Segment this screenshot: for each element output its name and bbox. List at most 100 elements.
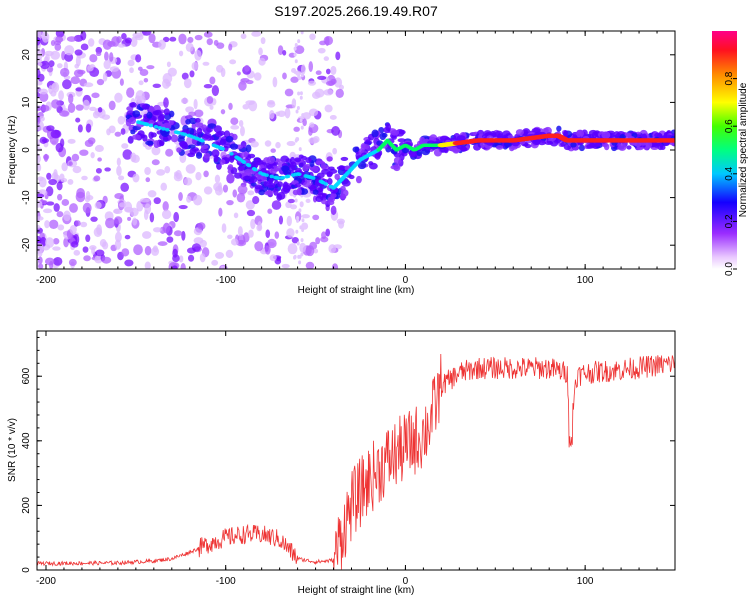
spectrogram-blob	[283, 181, 289, 190]
spectrogram-blob	[135, 54, 142, 63]
spectrogram-blob	[111, 36, 120, 47]
spectrogram-blob	[118, 175, 125, 181]
spectrogram-blob	[85, 123, 92, 133]
spectrogram-blob	[146, 65, 155, 70]
y-tick-label: -20	[21, 238, 32, 253]
spectrogram-blob	[269, 109, 275, 120]
spectrogram-blob	[83, 255, 91, 262]
spectrogram-blob	[96, 224, 102, 236]
spectrogram-blob	[284, 107, 291, 119]
spectrogram-blob	[169, 36, 177, 42]
spectrogram-blob	[105, 217, 115, 229]
spectrogram-blob	[244, 64, 250, 72]
spectrogram-blob	[195, 152, 203, 159]
spectrogram-blob	[245, 144, 252, 153]
spectrogram-blob	[240, 151, 248, 158]
spectrogram-blob	[82, 99, 90, 111]
spectrogram-blob	[300, 64, 306, 75]
spectrogram-blob	[293, 126, 300, 132]
spectrogram-blob	[264, 245, 271, 255]
ridge-point	[229, 152, 234, 156]
spectrogram-blob	[365, 139, 371, 145]
spectrogram-blob	[59, 110, 70, 117]
spectrogram-blob	[312, 214, 320, 221]
spectrogram-blob	[38, 263, 44, 269]
spectrogram-blob	[308, 61, 314, 73]
spectrogram-blob	[117, 43, 126, 48]
spectrogram-blob	[309, 184, 317, 192]
spectrogram-blob	[301, 214, 310, 219]
colorbar-tick-label: 0.8	[724, 71, 735, 85]
spectrogram-blob	[207, 123, 217, 129]
spectrogram-blob	[63, 237, 69, 248]
spectrogram-blob	[321, 231, 327, 240]
spectrogram-blob	[144, 245, 152, 256]
spectrogram-blob	[163, 97, 169, 109]
spectrogram-blob	[74, 63, 80, 69]
spectrogram-blob	[114, 131, 122, 137]
spectrogram-blob	[240, 33, 247, 40]
spectrogram-blob	[248, 229, 254, 238]
spectrogram-blob	[135, 90, 145, 101]
spectrogram-blob	[94, 201, 102, 209]
spectrogram-blob	[139, 198, 150, 203]
spectrogram-blob	[84, 139, 94, 148]
spectrogram-blob	[142, 231, 152, 239]
spectrogram-blob	[331, 263, 339, 269]
spectrogram-blob	[50, 39, 56, 46]
spectrogram-blob	[298, 260, 302, 265]
spectrogram-blob	[108, 125, 116, 134]
spectrogram-blob	[323, 89, 334, 96]
spectrogram-blob	[70, 76, 81, 85]
spectrogram-blob	[297, 39, 301, 44]
spectrogram-blob	[37, 163, 42, 172]
spectrogram-blob	[299, 95, 303, 100]
spectrogram-blob	[39, 116, 45, 122]
spectrogram-blob	[76, 188, 86, 199]
spectrogram-blob	[46, 172, 52, 180]
spectrogram-blob	[95, 46, 103, 54]
spectrogram-blob	[276, 193, 283, 201]
spectrogram-blob	[215, 251, 225, 259]
spectrogram-blob	[96, 78, 105, 86]
spectrogram-blob	[576, 129, 582, 138]
spectrogram-blob	[601, 142, 608, 148]
spectrogram-blob	[276, 256, 281, 262]
spectrogram-blob	[274, 231, 280, 239]
spectrogram-blob	[236, 192, 246, 203]
spectrogram-blob	[81, 175, 88, 181]
spectrogram-blob	[192, 194, 203, 206]
spectrogram-blob	[42, 208, 53, 214]
spectrogram-blob	[117, 115, 125, 125]
spectrogram-blob	[118, 202, 127, 208]
spectrogram-blob	[82, 246, 89, 253]
ridge-point	[161, 126, 166, 131]
spectrogram-blob	[41, 31, 50, 43]
spectrogram-blob	[230, 125, 240, 130]
spectrogram-blob	[264, 140, 272, 147]
spectrogram-y-axis: -20 -10 0 10 20	[21, 30, 675, 270]
spectrogram-blob	[55, 142, 64, 153]
spectrogram-blob	[38, 177, 47, 188]
spectrogram-blob	[121, 33, 127, 40]
spectrogram-blob	[109, 66, 120, 72]
spectrogram-blob	[244, 168, 253, 176]
spectrogram-blob	[220, 109, 226, 115]
spectrogram-blob	[340, 189, 349, 197]
ridge-point	[200, 138, 205, 143]
spectrogram-blob	[199, 253, 206, 263]
spectrogram-blob	[60, 67, 70, 78]
spectrogram-blob	[290, 76, 299, 83]
spectrogram-blob	[71, 153, 80, 162]
spectrogram-blob	[293, 69, 297, 74]
spectrogram-blob	[334, 173, 340, 180]
spectrogram-blob	[79, 149, 89, 156]
colorbar-tick-label: 0.2	[724, 214, 735, 228]
spectrogram-blob	[211, 259, 219, 266]
spectrogram-blob	[126, 87, 135, 98]
x-tick-label: -100	[216, 275, 236, 286]
spectrogram-blob	[37, 243, 44, 254]
spectrogram-blob	[489, 130, 497, 138]
spectrogram-blob	[257, 221, 262, 231]
spectrogram-blob	[320, 161, 326, 170]
